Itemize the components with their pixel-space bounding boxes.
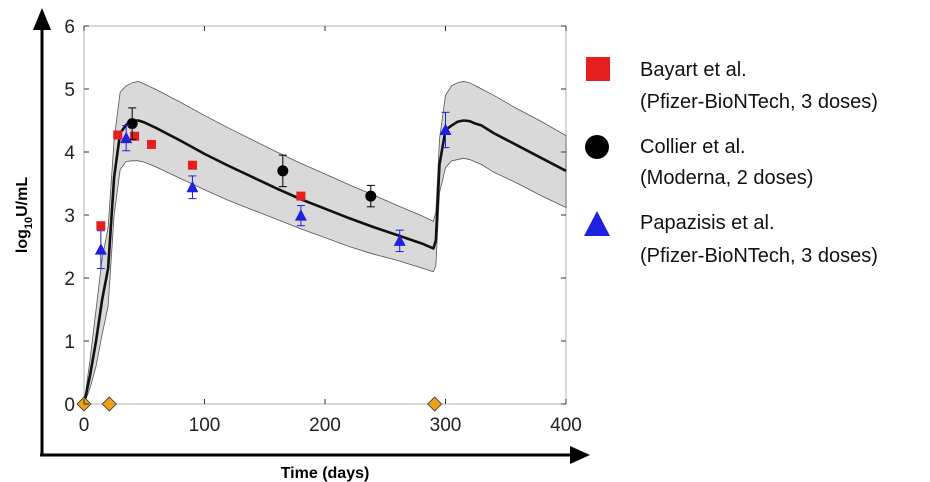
legend: Bayart et al. (Pfizer-BioNTech, 3 doses)… <box>584 57 878 267</box>
plot-area <box>76 25 567 412</box>
y-tick-label: 2 <box>64 269 75 290</box>
collier-point <box>277 165 289 177</box>
y-axis-arrowhead <box>33 8 51 30</box>
x-tick-label: 0 <box>79 415 90 436</box>
bayart-point <box>146 139 156 149</box>
papazisis-point <box>439 123 452 135</box>
y-tick-label: 4 <box>64 143 75 164</box>
bayart-point <box>296 191 306 201</box>
x-axis-arrowhead <box>570 446 590 464</box>
papazisis-point <box>393 234 406 246</box>
legend-detail-bayart: (Pfizer-BioNTech, 3 doses) <box>640 91 878 113</box>
papazisis-point <box>94 243 107 255</box>
bayart-point <box>96 221 106 231</box>
papazisis-point <box>186 180 199 193</box>
y-tick-label: 3 <box>64 206 75 227</box>
x-axis-label: Time (days) <box>281 465 370 482</box>
legend-label-papazisis: Papazisis et al. <box>640 212 775 234</box>
collier-point <box>365 190 377 202</box>
legend-detail-papazisis: (Pfizer-BioNTech, 3 doses) <box>640 245 878 267</box>
bayart-point <box>130 131 140 141</box>
y-axis-label: log10U/mL <box>14 177 35 253</box>
legend-marker-collier <box>585 135 609 159</box>
x-tick-label: 400 <box>550 415 582 436</box>
dose-marker <box>427 396 443 412</box>
legend-label-bayart: Bayart et al. <box>640 59 747 81</box>
collier-point <box>126 118 138 130</box>
papazisis-point <box>120 131 133 144</box>
x-tick-label: 300 <box>430 415 462 436</box>
bayart-point <box>187 160 197 170</box>
x-tick-label: 200 <box>309 415 341 436</box>
axes: 0 1 2 3 4 5 6 0 100 200 300 400 <box>33 8 590 464</box>
legend-marker-papazisis <box>584 211 610 236</box>
confidence-band <box>83 81 567 405</box>
y-tick-label: 1 <box>64 332 75 353</box>
legend-detail-collier: (Moderna, 2 doses) <box>640 167 813 189</box>
papazisis-point <box>294 209 307 221</box>
legend-label-collier: Collier et al. <box>640 136 746 158</box>
legend-marker-bayart <box>586 57 610 81</box>
dose-marker <box>101 396 117 412</box>
y-tick-label: 6 <box>64 17 75 38</box>
x-tick-label: 100 <box>189 415 221 436</box>
bayart-point <box>113 130 123 140</box>
y-tick-label: 0 <box>64 395 75 416</box>
y-tick-label: 5 <box>64 80 75 101</box>
